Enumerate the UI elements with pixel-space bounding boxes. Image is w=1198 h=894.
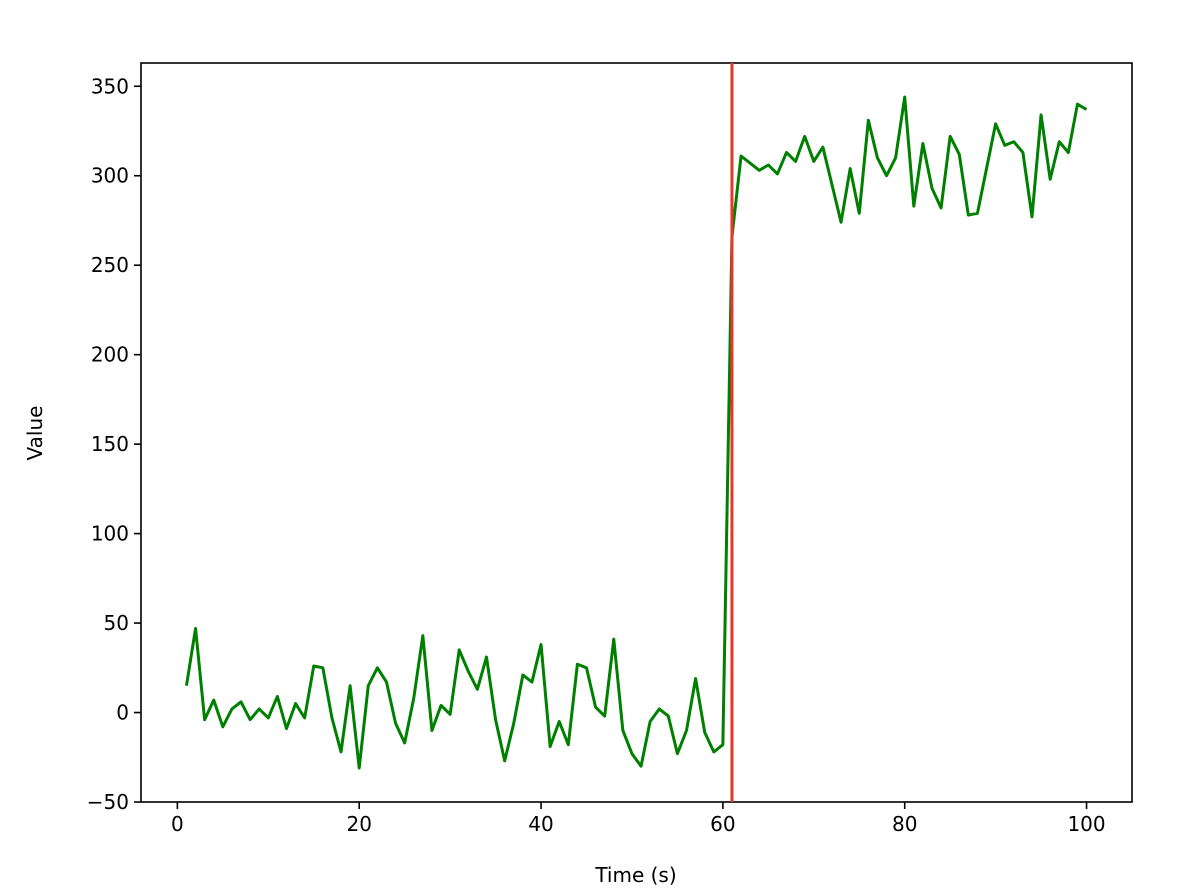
y-tick-label: 150 [91,432,129,456]
x-tick-label: 100 [1067,812,1105,836]
x-tick-label: 60 [710,812,735,836]
x-tick-label: 0 [171,812,184,836]
x-axis-label: Time (s) [594,863,676,887]
y-tick-label: 100 [91,522,129,546]
y-tick-label: 350 [91,74,129,98]
x-tick-label: 80 [892,812,917,836]
x-tick-label: 20 [346,812,371,836]
y-tick-label: 0 [116,701,129,725]
plot-area [140,62,1133,803]
y-tick-label: 200 [91,343,129,367]
y-axis-ticks: −50 0 50 100 150 200 250 300 350 [87,74,141,814]
series-line-0 [184,95,1088,770]
y-tick-label: 250 [91,253,129,277]
y-tick-label: −50 [87,790,129,814]
x-axis-ticks: 0 20 40 60 80 100 [171,802,1106,836]
y-axis-label: Value [23,406,47,461]
x-tick-label: 40 [528,812,553,836]
y-tick-label: 50 [104,611,129,635]
y-tick-label: 300 [91,164,129,188]
plot-frame [140,62,1133,803]
series-layer [184,95,1088,770]
